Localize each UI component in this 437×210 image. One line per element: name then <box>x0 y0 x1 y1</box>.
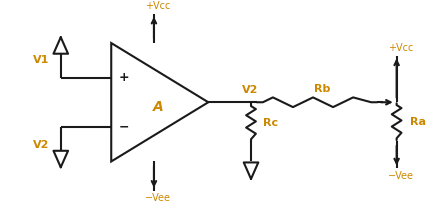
Text: Rb: Rb <box>314 84 330 93</box>
Text: Ra: Ra <box>410 117 426 127</box>
Text: +Vcc: +Vcc <box>145 1 170 11</box>
Text: −Vee: −Vee <box>388 171 413 181</box>
Text: −Vee: −Vee <box>145 193 171 203</box>
Text: A: A <box>153 100 163 114</box>
Text: V2: V2 <box>242 85 258 96</box>
Text: Rc: Rc <box>263 118 278 128</box>
Text: +: + <box>118 71 129 84</box>
Text: V2: V2 <box>33 140 49 150</box>
Text: V1: V1 <box>33 55 49 64</box>
Text: −: − <box>118 120 129 133</box>
Text: +Vcc: +Vcc <box>388 43 413 53</box>
